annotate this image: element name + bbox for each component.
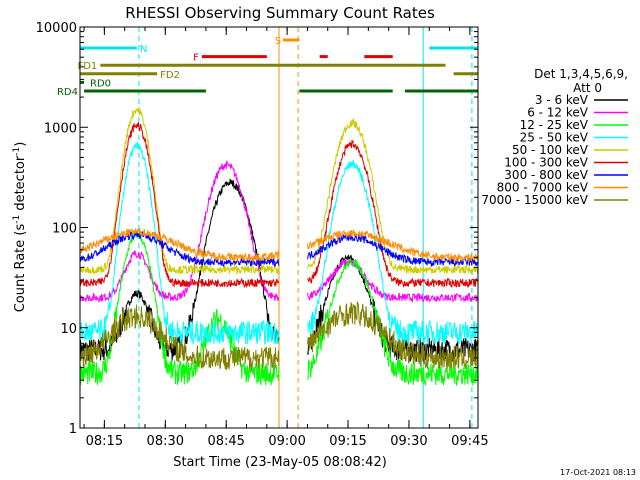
series-line-7 — [79, 228, 479, 263]
flag-label-fd1: FD1 — [77, 61, 97, 72]
flag-label-n: N — [140, 44, 147, 55]
series-line-1 — [79, 160, 479, 304]
y-axis-label: Count Rate (s-1 detector-1) — [12, 142, 28, 313]
x-axis-label: Start Time (23-May-05 08:08:42) — [173, 455, 387, 470]
x-tick-label-0: 08:15 — [86, 434, 123, 449]
chart-title: RHESSI Observing Summary Count Rates — [125, 4, 435, 22]
x-tick-label-2: 08:45 — [207, 434, 244, 449]
x-tick-label-1: 08:30 — [147, 434, 184, 449]
x-tick-label-3: 09:00 — [268, 434, 305, 449]
series-line-3 — [79, 142, 479, 345]
axes: 08:15 08:30 08:45 09:00 09:15 09:30 09:45 1 10 10… — [36, 21, 489, 449]
flag-label-rd4: RD4 — [57, 87, 78, 98]
y-tick-label-0: 1 — [69, 422, 77, 437]
flag-label-f: F — [193, 53, 199, 64]
flag-label-fd2: FD2 — [160, 70, 180, 81]
legend-header-2: Att 0 — [573, 81, 602, 95]
plot-content — [79, 27, 479, 428]
x-tick-label-4: 09:15 — [329, 434, 366, 449]
x-tick-label-5: 09:30 — [390, 434, 427, 449]
legend-label-3: 25 - 50 keV — [520, 131, 589, 145]
legend-header-1: Det 1,3,4,5,6,9, — [534, 67, 628, 81]
instrument-flags: N F S FD1 FD2 RD0 RD4 — [57, 36, 478, 98]
series-line-5 — [79, 122, 479, 289]
legend-label-5: 100 - 300 keV — [504, 156, 588, 170]
y-tick-label-2: 100 — [52, 222, 77, 237]
legend-label-1: 6 - 12 keV — [527, 106, 589, 120]
y-tick-label-4: 10000 — [36, 21, 77, 36]
series-line-6 — [79, 230, 478, 268]
legend-label-0: 3 - 6 keV — [535, 93, 589, 107]
x-tick-label-6: 09:45 — [451, 434, 488, 449]
flag-label-s: S — [275, 36, 281, 47]
legend-label-8: 7000 - 15000 keV — [481, 193, 588, 207]
legend-label-7: 800 - 7000 keV — [497, 181, 589, 195]
series-line-8 — [79, 300, 479, 371]
timestamp: 17-Oct-2021 08:13 — [560, 468, 636, 477]
y-tick-label-1: 10 — [60, 322, 77, 337]
y-tick-label-3: 1000 — [44, 121, 77, 136]
flag-label-rd0: RD0 — [90, 78, 111, 89]
legend-label-2: 12 - 25 keV — [520, 118, 589, 132]
legend-label-6: 300 - 800 keV — [504, 168, 588, 182]
legend-label-4: 50 - 100 keV — [512, 143, 589, 157]
